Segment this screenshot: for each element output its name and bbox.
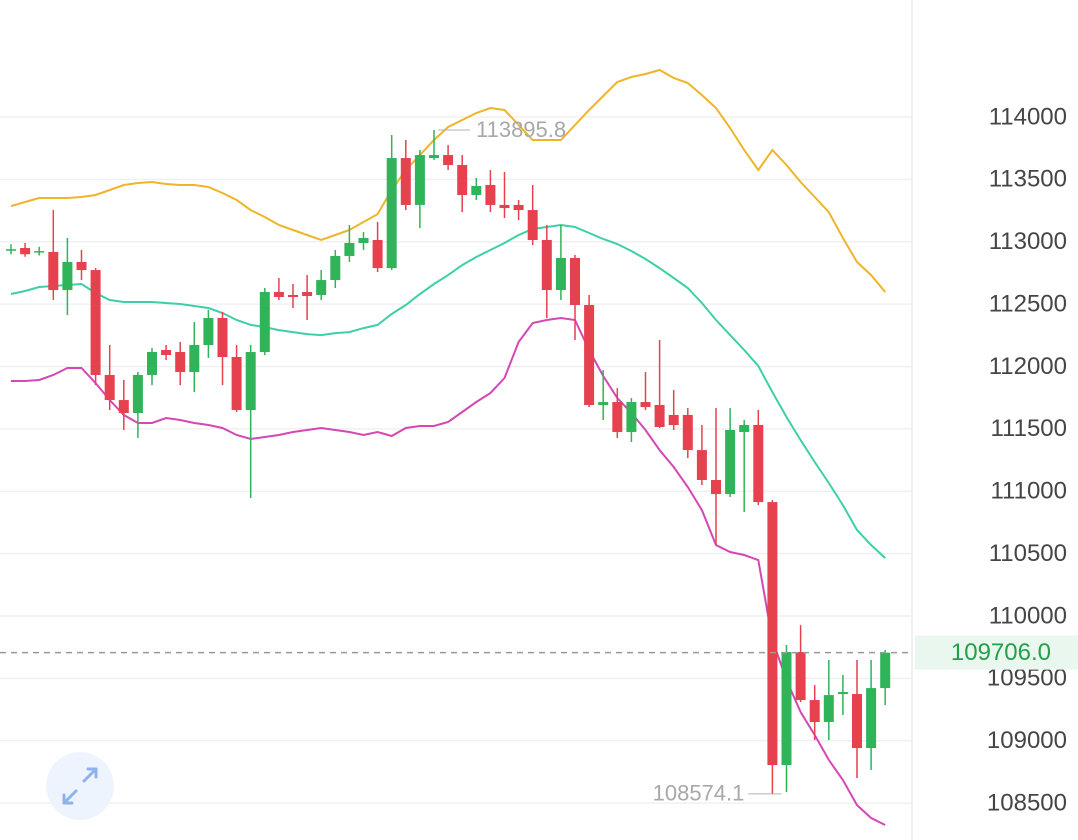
- candle-body: [880, 652, 891, 689]
- candle-body: [555, 257, 566, 291]
- candle-body: [400, 158, 411, 205]
- candle-body: [866, 688, 877, 749]
- candle-body: [852, 694, 862, 749]
- candle-body: [443, 155, 454, 166]
- candle-body: [612, 402, 623, 432]
- candle-body: [668, 415, 679, 425]
- candle-body: [118, 400, 129, 414]
- candle-body: [711, 480, 721, 494]
- candle-body: [76, 261, 87, 271]
- candle-body: [147, 352, 157, 375]
- candle-body: [739, 424, 750, 432]
- candle-body: [288, 295, 298, 298]
- candle-body: [330, 255, 341, 281]
- expand-button-bg[interactable]: [46, 752, 114, 820]
- candle-body: [809, 700, 820, 722]
- candle-body: [302, 292, 313, 297]
- y-tick-label: 111500: [990, 415, 1067, 442]
- candle-body: [598, 402, 609, 406]
- candles: [6, 130, 891, 794]
- candle-body: [471, 185, 482, 195]
- candle-body: [344, 242, 355, 256]
- candle-body: [132, 374, 143, 414]
- y-tick-label: 112000: [989, 353, 1067, 380]
- candle-body: [725, 429, 736, 494]
- candle-body: [499, 204, 510, 209]
- candle-body: [259, 292, 270, 353]
- candle-body: [584, 304, 595, 406]
- candle-body: [217, 317, 228, 358]
- y-tick-label: 110500: [989, 540, 1067, 567]
- candle-body: [175, 352, 186, 372]
- band-line: [10, 68, 886, 293]
- candle-body: [273, 292, 284, 298]
- candle-body: [358, 238, 369, 243]
- band-line: [11, 316, 886, 826]
- candle-body: [231, 357, 242, 411]
- candle-body: [20, 247, 31, 255]
- candle-body: [513, 204, 524, 211]
- candle-body: [795, 652, 806, 701]
- candle-body: [104, 374, 115, 401]
- candle-body: [767, 502, 778, 766]
- candle-body: [161, 350, 172, 356]
- bands: [10, 68, 886, 826]
- y-tick-label: 110000: [989, 602, 1067, 629]
- candle-body: [682, 415, 693, 451]
- candle-body: [62, 261, 73, 291]
- candle-body: [781, 652, 792, 766]
- grid: [0, 116, 912, 804]
- y-tick-label: 113500: [989, 166, 1067, 193]
- candle-body: [372, 240, 383, 269]
- y-tick-label: 111000: [990, 478, 1067, 505]
- last-price-label: 109706.0: [951, 639, 1051, 666]
- candle-body: [34, 251, 45, 253]
- y-tick-label: 108500: [987, 789, 1067, 816]
- max-label: 113895.8: [476, 117, 566, 142]
- candle-body: [753, 424, 764, 503]
- band-line: [10, 223, 886, 559]
- candle-body: [527, 210, 538, 240]
- candle-body: [245, 352, 256, 411]
- overlay: 1085001090001095001100001105001110001115…: [0, 103, 1078, 816]
- y-tick-label: 112500: [989, 290, 1067, 317]
- candle-body: [640, 402, 651, 408]
- candle-body: [203, 317, 214, 346]
- candle-body: [626, 402, 637, 432]
- candle-body: [570, 257, 580, 305]
- candle-body: [823, 695, 834, 722]
- candle-body: [6, 249, 16, 251]
- candle-body: [429, 155, 439, 159]
- candle-body: [386, 158, 397, 269]
- candle-body: [541, 240, 552, 291]
- last-price-box: [915, 635, 1078, 670]
- y-tick-label: 109000: [987, 727, 1067, 754]
- min-label: 108574.1: [653, 781, 745, 806]
- expand-button[interactable]: [46, 752, 114, 820]
- candle-body: [414, 155, 425, 205]
- y-tick-label: 113000: [989, 228, 1067, 255]
- y-tick-label: 114000: [989, 103, 1067, 130]
- expand-icon[interactable]: [62, 767, 98, 805]
- candle-body: [696, 450, 707, 480]
- candle-body: [189, 345, 200, 372]
- candle-body: [654, 405, 665, 427]
- candle-body: [837, 692, 848, 695]
- candle-body: [90, 270, 101, 375]
- candle-body: [457, 165, 468, 195]
- candle-body: [48, 251, 59, 291]
- candle-body: [316, 280, 327, 296]
- candle-body: [485, 184, 496, 205]
